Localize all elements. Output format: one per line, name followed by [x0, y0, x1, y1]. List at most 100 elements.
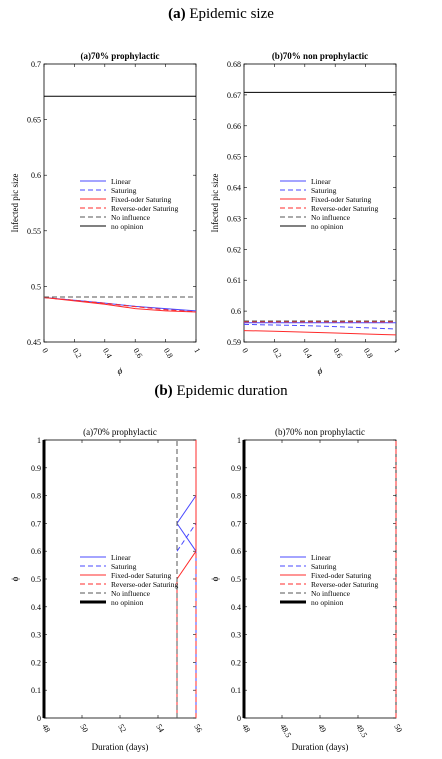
- x-axis-label: Duration (days): [92, 742, 149, 752]
- x-tick-label: 0.2: [271, 347, 284, 360]
- y-tick-label: 0.64: [227, 184, 241, 193]
- chart-panel-1: 0 0.2 0.4 0.6 0.8 1 0.45 0.5 0.55 0.6 0.65 0.7 (a)70…: [10, 51, 202, 376]
- y-tick-label: 0.5: [31, 282, 41, 291]
- x-tick-label: 0.6: [331, 347, 344, 360]
- x-tick-label: 52: [116, 723, 128, 734]
- series-line-linear: [43, 297, 197, 312]
- heading-a-text: Epidemic size: [189, 6, 274, 22]
- legend-label: Saturing: [311, 562, 337, 571]
- x-tick-label: 0.6: [131, 347, 144, 360]
- y-axis-label: ϕ: [210, 576, 220, 581]
- chart-title: (a)70% prophylactic: [80, 51, 159, 61]
- x-axis-label: ϕ: [118, 366, 123, 376]
- legend-label: Fixed-oder Saturing: [111, 571, 171, 580]
- legend-label: Fixed-oder Saturing: [111, 195, 171, 204]
- y-tick-label: 0.6: [31, 547, 41, 556]
- legend-label: Saturing: [111, 562, 137, 571]
- y-tick-label: 0.8: [31, 492, 41, 501]
- x-tick-label: 50: [392, 723, 404, 734]
- chart-panel-3: 48 50 52 54 56 0 0.1 0.2 0.3 0.4 0.5 0.6 0.7 0.8 0.9 1 (…: [10, 427, 204, 752]
- x-tick-label: 49: [316, 723, 328, 734]
- y-tick-label: 0.45: [27, 338, 41, 347]
- legend-label: No influence: [111, 589, 151, 598]
- chart-panel-4: 48 48.5 49 49.5 50 0 0.1 0.2 0.3 0.4 0.5 0.6 0.7 0.8 0…: [210, 427, 404, 752]
- y-tick-label: 0.4: [31, 603, 41, 612]
- series-line-saturing: [243, 323, 397, 330]
- y-tick-label: 0.9: [31, 464, 41, 473]
- legend-label: Reverse-oder Saturing: [111, 580, 179, 589]
- legend-label: Linear: [311, 177, 331, 186]
- y-tick-label: 0.4: [231, 603, 241, 612]
- x-tick-label: 0.4: [301, 347, 314, 360]
- heading-b-text: Epidemic duration: [176, 383, 288, 399]
- legend-label: no opinion: [311, 222, 344, 231]
- plot-frame: [43, 63, 197, 343]
- y-tick-label: 0: [237, 714, 241, 723]
- x-tick-label: 50: [78, 723, 90, 734]
- y-tick-label: 0.6: [231, 307, 241, 316]
- y-tick-label: 0.68: [227, 60, 241, 69]
- y-tick-label: 0.2: [31, 658, 41, 667]
- y-tick-label: 0.1: [231, 686, 241, 695]
- y-tick-label: 0.2: [231, 658, 241, 667]
- legend-label: Saturing: [311, 186, 337, 195]
- y-tick-label: 0.5: [31, 575, 41, 584]
- legend-label: Fixed-oder Saturing: [311, 195, 371, 204]
- x-tick-label: 0.8: [162, 347, 175, 360]
- x-tick-label: 48: [240, 723, 252, 734]
- legend-label: no opinion: [311, 598, 344, 607]
- y-tick-label: 0.67: [227, 91, 241, 100]
- x-tick-label: 54: [154, 723, 166, 734]
- y-tick-label: 1: [237, 436, 241, 445]
- legend-label: no opinion: [111, 222, 144, 231]
- y-tick-label: 0.55: [27, 227, 41, 236]
- legend-label: Reverse-oder Saturing: [311, 580, 379, 589]
- legend-label: Fixed-oder Saturing: [311, 571, 371, 580]
- y-tick-label: 0.3: [31, 631, 41, 640]
- legend-label: Reverse-oder Saturing: [111, 204, 179, 213]
- x-tick-label: 0.4: [101, 347, 114, 360]
- chart-title: (b)70% non prophylactic: [272, 51, 368, 61]
- series-line-fixed-oder-saturing: [176, 440, 197, 718]
- x-tick-label: 49.5: [354, 723, 369, 740]
- legend-label: No influence: [311, 213, 351, 222]
- y-tick-label: 0.5: [231, 575, 241, 584]
- legend-label: Linear: [111, 553, 131, 562]
- legend-label: No influence: [311, 589, 351, 598]
- heading-epidemic-size: (a) Epidemic size: [0, 6, 442, 23]
- legend-label: Linear: [111, 177, 131, 186]
- y-tick-label: 0.66: [227, 122, 241, 131]
- legend-label: Linear: [311, 553, 331, 562]
- y-tick-label: 0.1: [31, 686, 41, 695]
- y-tick-label: 0.9: [231, 464, 241, 473]
- y-tick-label: 0: [37, 714, 41, 723]
- heading-epidemic-duration: (b) Epidemic duration: [0, 383, 442, 400]
- y-tick-label: 0.62: [227, 245, 241, 254]
- x-tick-label: 56: [192, 723, 204, 734]
- y-tick-label: 0.7: [31, 60, 41, 69]
- series-line-saturing: [176, 523, 197, 552]
- plot-frame: [243, 63, 397, 343]
- legend-label: No influence: [111, 213, 151, 222]
- chart-title: (a)70% prophylactic: [83, 427, 157, 437]
- series-line-fixed-oder-saturing: [243, 330, 397, 336]
- heading-a-letter: (a): [168, 6, 186, 22]
- x-tick-label: 1: [392, 347, 402, 355]
- x-tick-label: 0.8: [362, 347, 375, 360]
- y-tick-label: 0.7: [231, 519, 241, 528]
- heading-b-letter: (b): [154, 383, 173, 399]
- x-tick-label: 1: [192, 347, 202, 355]
- x-tick-label: 0: [40, 347, 50, 355]
- y-axis-label: Infected pic size: [10, 174, 20, 233]
- y-axis-label: Infected pic size: [210, 174, 220, 233]
- y-tick-label: 0.3: [231, 631, 241, 640]
- legend-label: Reverse-oder Saturing: [311, 204, 379, 213]
- x-tick-label: 48.5: [278, 723, 293, 740]
- legend-label: Saturing: [111, 186, 137, 195]
- chart-title: (b)70% non prophylactic: [275, 427, 365, 437]
- y-tick-label: 0.65: [27, 116, 41, 125]
